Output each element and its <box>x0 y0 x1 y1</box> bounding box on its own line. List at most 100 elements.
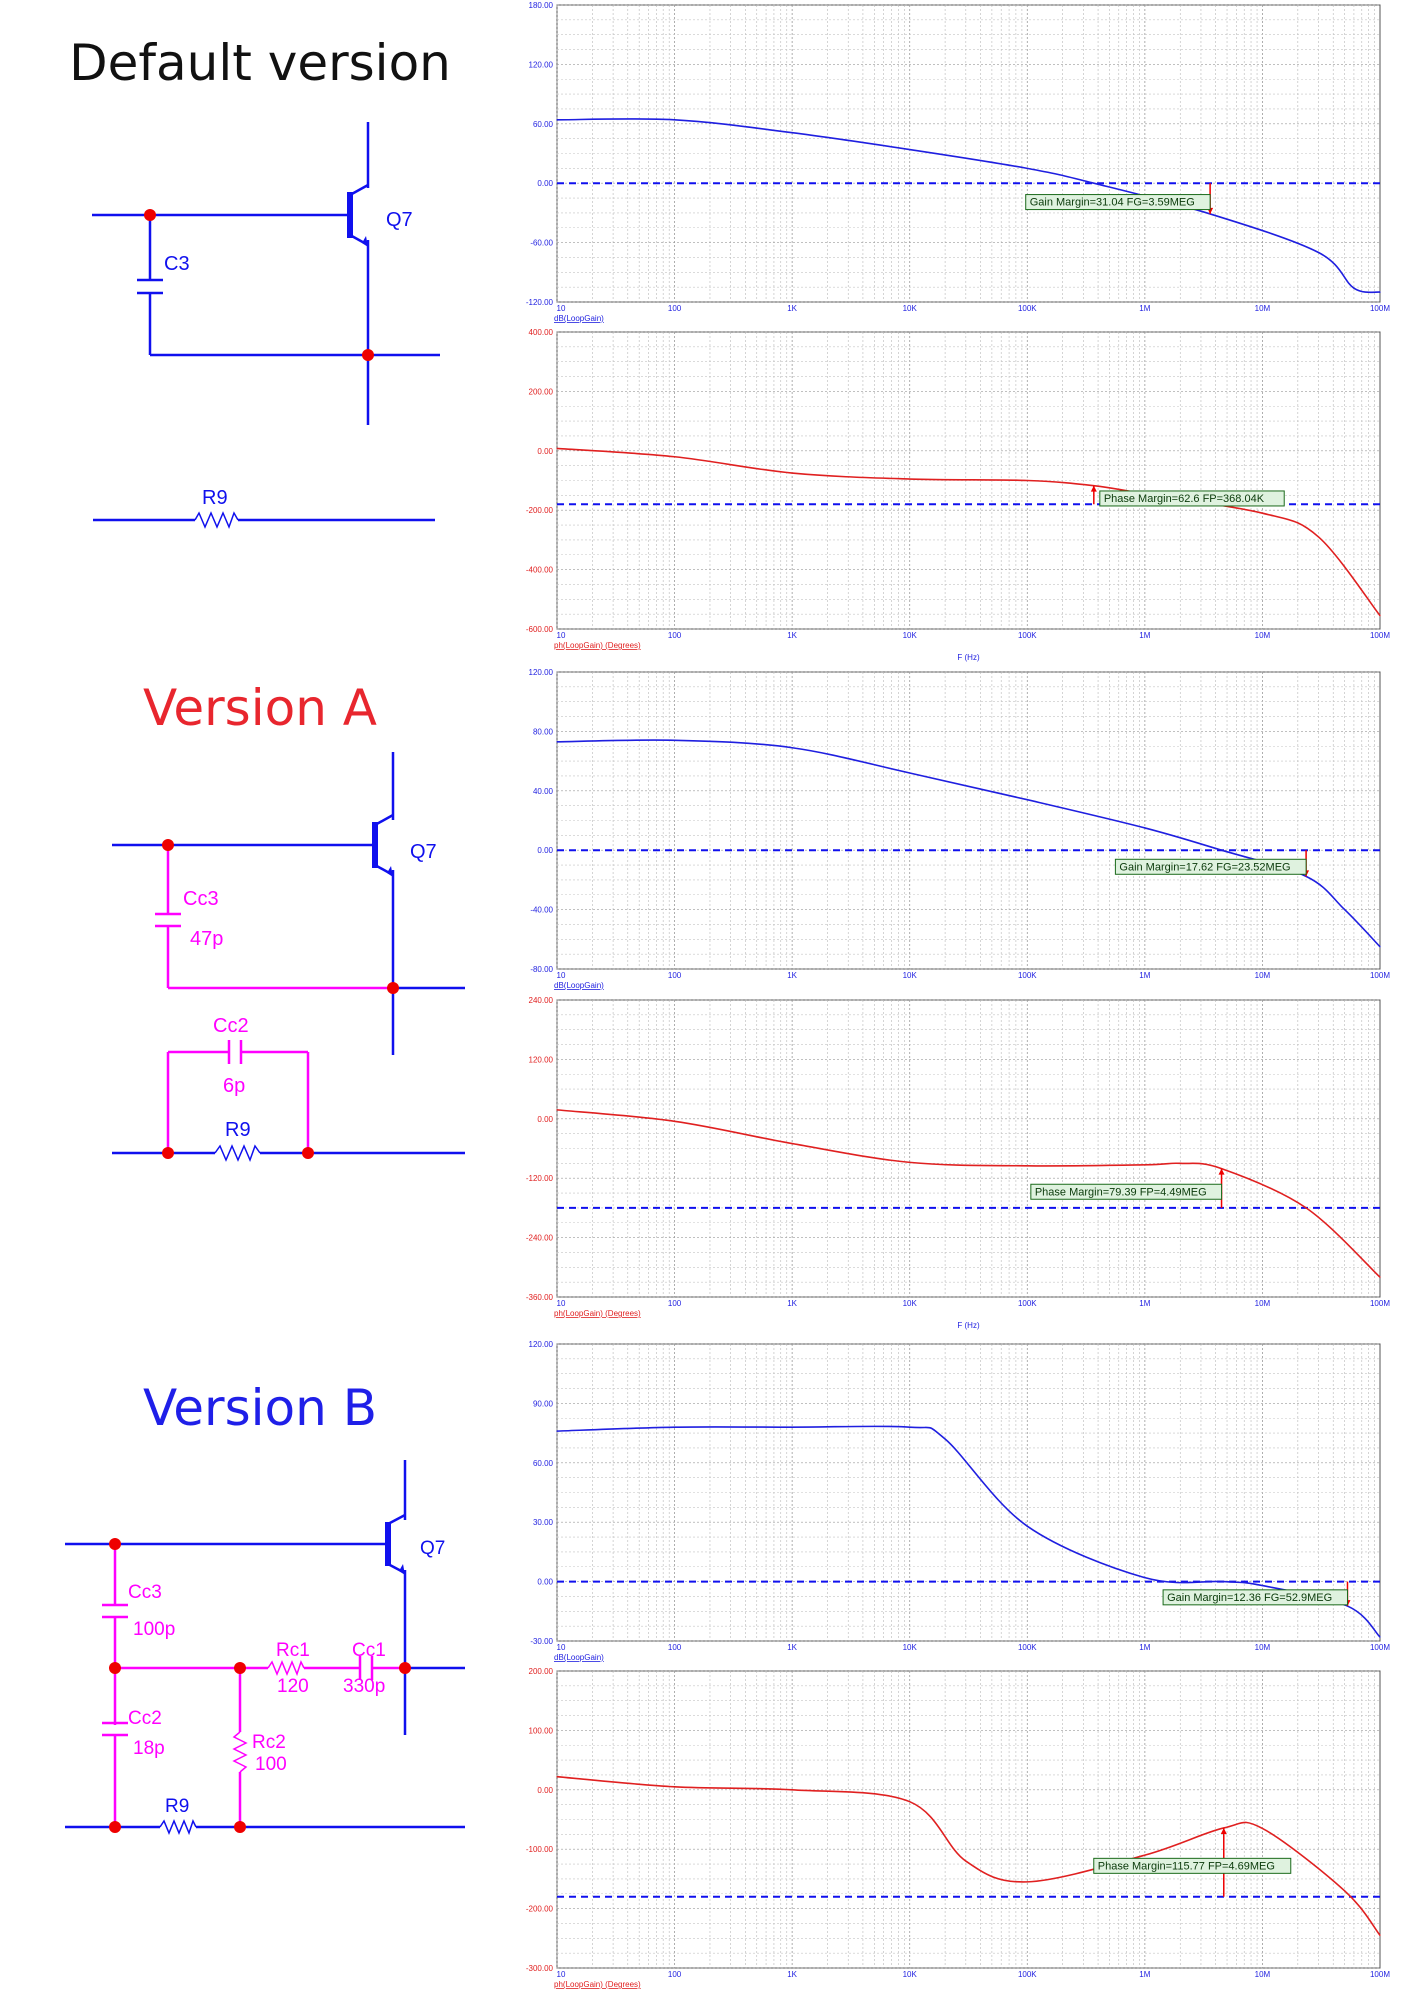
x-tick-label: 100 <box>668 1299 682 1308</box>
data-point <box>673 1120 676 1122</box>
data-point <box>673 1426 676 1428</box>
x-tick-label: 10 <box>557 1299 566 1308</box>
y-tick-label: 40.00 <box>533 787 554 796</box>
data-point <box>1344 909 1346 911</box>
y-tick-label: 120.00 <box>529 1055 554 1064</box>
data-point <box>791 1789 793 1791</box>
label-cc2-value: 6p <box>223 1075 245 1097</box>
data-point <box>1379 615 1381 617</box>
margin-annotation-box <box>1030 1183 1223 1200</box>
margin-arrowhead <box>1090 485 1097 492</box>
schematic-version-a: Cc3 47p Cc2 6p R9 Q7 <box>112 752 465 1163</box>
y-tick-label: 30.00 <box>533 1518 554 1527</box>
y-tick-label: 100.00 <box>529 1726 554 1735</box>
series-line <box>556 739 1381 948</box>
y-tick-label: -100.00 <box>526 1845 554 1854</box>
axis-label: ph(LoopGain) (Degrees) <box>554 1980 641 1989</box>
label-rc1: Rc1 <box>276 1640 310 1661</box>
label-cc2-value: 18p <box>133 1738 165 1759</box>
data-point <box>791 747 793 749</box>
data-point <box>556 447 558 450</box>
y-tick-label: -240.00 <box>526 1234 554 1243</box>
data-point <box>1093 182 1095 184</box>
y-tick-label: 200.00 <box>529 387 554 396</box>
x-tick-label: 1K <box>787 971 797 980</box>
x-tick-label: 100K <box>1018 1299 1037 1308</box>
data-point <box>1379 1934 1381 1936</box>
label-cc3: Cc3 <box>128 1582 162 1603</box>
data-point <box>1379 1636 1381 1638</box>
x-tick-label: 100M <box>1370 1643 1390 1652</box>
margin-annotation: Gain Margin=17.62 FG=23.52MEG <box>1119 861 1290 873</box>
label-cc2: Cc2 <box>213 1015 249 1037</box>
margin-arrowhead <box>1220 1827 1227 1834</box>
data-point <box>556 119 558 121</box>
plot-frame <box>556 671 1381 970</box>
margin-annotation: Phase Margin=62.6 FP=368.04K <box>1104 493 1265 505</box>
y-tick-label: 0.00 <box>537 447 553 456</box>
margin-annotation: Gain Margin=12.36 FG=52.9MEG <box>1167 1592 1332 1604</box>
heading-default: Default version <box>69 34 451 92</box>
data-point <box>1026 799 1028 801</box>
y-tick-label: 400.00 <box>529 328 554 337</box>
series-line <box>556 1775 1381 1936</box>
y-tick-label: 120.00 <box>529 60 554 69</box>
x-tick-label: 10M <box>1255 304 1271 313</box>
x-tick-label: 10 <box>557 304 566 313</box>
y-tick-label: -400.00 <box>526 566 554 575</box>
x-tick-label: 10K <box>903 304 918 313</box>
schematic-default: C3 Q7 R9 <box>92 122 440 530</box>
y-tick-label: -200.00 <box>526 1905 554 1914</box>
series-line <box>556 118 1381 294</box>
x-tick-label: 1K <box>787 1299 797 1308</box>
label-r9: R9 <box>202 487 228 509</box>
data-point <box>673 739 676 741</box>
data-point <box>909 1801 911 1803</box>
series-line <box>556 1425 1381 1638</box>
x-tick-label: 1K <box>787 1643 797 1652</box>
x-tick-label: 100M <box>1370 1299 1390 1308</box>
axis-label: dB(LoopGain) <box>554 1653 604 1662</box>
y-tick-label: 240.00 <box>529 996 554 1005</box>
x-tick-label: 100K <box>1018 631 1037 640</box>
x-tick-label: 1M <box>1139 631 1150 640</box>
y-tick-label: -300.00 <box>526 1964 554 1973</box>
x-tick-label: 100M <box>1370 1970 1390 1979</box>
plot-panel-3: 120.00 80.00 40.00 0.00 -40.00 -80.00 10 100 1K 1… <box>529 668 1391 990</box>
data-point <box>909 478 911 480</box>
margin-annotation-box <box>1093 1857 1292 1874</box>
data-point <box>791 1426 793 1428</box>
y-tick-label: 0.00 <box>537 179 553 188</box>
series-line <box>556 447 1381 617</box>
label-q7: Q7 <box>386 209 413 231</box>
x-axis-label: F (Hz) <box>957 1321 980 1330</box>
x-tick-label: 10K <box>903 1299 918 1308</box>
series-line <box>556 1109 1381 1278</box>
axis-label: dB(LoopGain) <box>554 314 604 323</box>
data-point <box>791 472 793 474</box>
data-point <box>909 1426 911 1428</box>
axis-label: ph(LoopGain) (Degrees) <box>554 641 641 650</box>
x-tick-label: 10M <box>1255 1970 1271 1979</box>
heading-version-b: Version B <box>142 1379 378 1437</box>
x-tick-label: 10M <box>1255 971 1271 980</box>
margin-annotation-box <box>1025 194 1211 211</box>
data-point <box>1379 946 1381 948</box>
data-point <box>1353 287 1355 289</box>
data-point <box>1026 1881 1028 1883</box>
y-tick-label: -360.00 <box>526 1293 554 1302</box>
data-point <box>556 741 558 743</box>
data-point <box>1026 1165 1028 1167</box>
plot-frame <box>556 999 1381 1298</box>
data-point <box>1344 1890 1346 1892</box>
data-point <box>1379 1276 1381 1278</box>
x-tick-label: 100K <box>1018 971 1037 980</box>
plot-frame <box>556 1670 1381 1969</box>
x-tick-label: 100M <box>1370 304 1390 313</box>
data-point <box>1144 827 1146 829</box>
x-tick-label: 100M <box>1370 631 1390 640</box>
